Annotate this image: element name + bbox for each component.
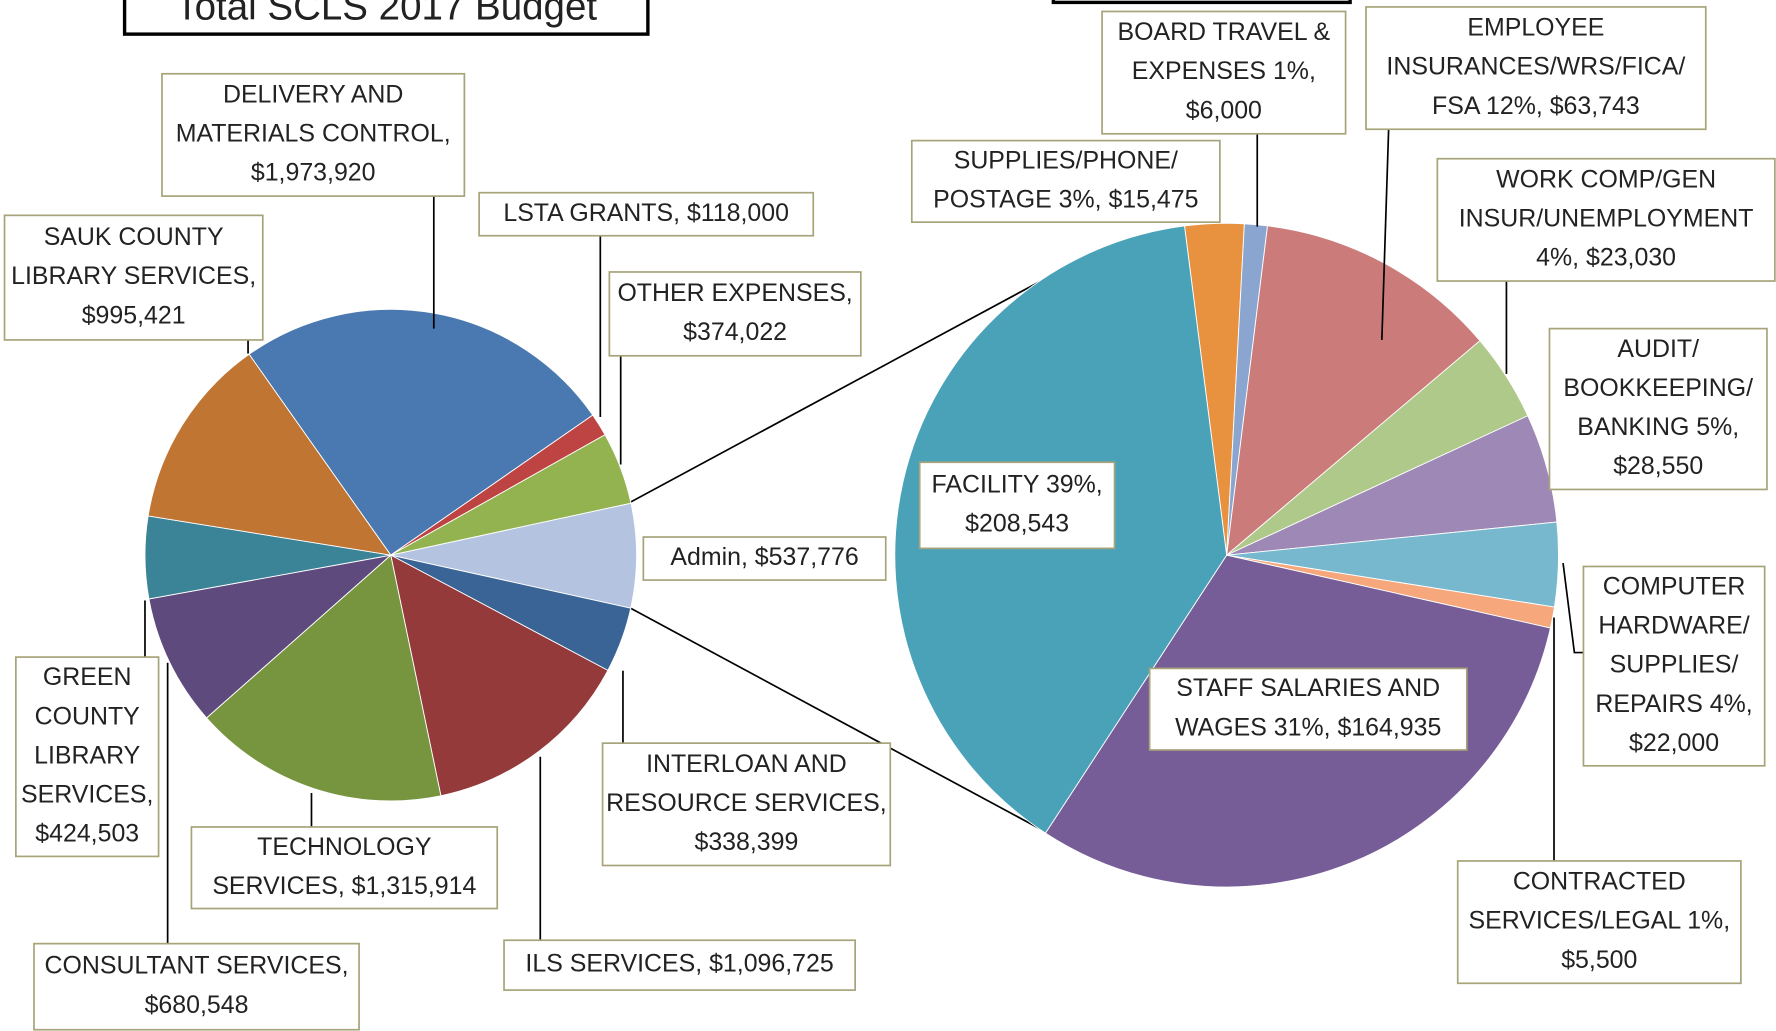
label-box xyxy=(1148,667,1468,751)
data-label: $338,399 xyxy=(694,828,798,856)
data-label: INTERLOAN AND xyxy=(646,750,847,778)
label-box xyxy=(1548,327,1768,491)
data-label: COMPUTER xyxy=(1603,573,1746,601)
data-label: MATERIALS CONTROL, xyxy=(176,120,451,148)
label-box xyxy=(1436,157,1776,282)
data-label: LIBRARY SERVICES, xyxy=(11,262,256,290)
label-box xyxy=(910,139,1221,223)
data-label: $1,973,920 xyxy=(251,159,376,187)
data-label: POSTAGE 3%, $15,475 xyxy=(933,185,1198,213)
chart-title: Total SCLS 2017 Budget xyxy=(175,0,597,28)
label-box xyxy=(15,656,160,858)
subtitle-box xyxy=(1051,0,1352,5)
label-box xyxy=(190,826,499,910)
data-label: INSURANCES/WRS/FICA/ xyxy=(1386,53,1685,81)
label-box xyxy=(1365,6,1707,131)
data-label: $6,000 xyxy=(1186,96,1262,124)
pie-slice xyxy=(390,502,637,609)
data-label: 4%, $23,030 xyxy=(1536,244,1676,272)
label-box xyxy=(1101,10,1347,135)
data-label: BANKING 5%, xyxy=(1577,413,1739,441)
label-box xyxy=(3,214,264,341)
data-label: LIBRARY xyxy=(34,741,141,769)
data-label: WAGES 31%, $164,935 xyxy=(1175,713,1441,741)
data-label: RESOURCE SERVICES, xyxy=(606,789,887,817)
data-label: $28,550 xyxy=(1613,452,1703,480)
label-box xyxy=(503,939,857,991)
data-label: $5,500 xyxy=(1561,946,1637,974)
data-label: LSTA GRANTS, $118,000 xyxy=(503,199,789,227)
data-label: COUNTY xyxy=(35,702,141,730)
label-box xyxy=(608,271,862,357)
label-box xyxy=(1456,860,1742,985)
pie-slice xyxy=(148,554,393,719)
connector xyxy=(630,607,1069,845)
data-label: AUDIT/ xyxy=(1617,335,1699,363)
data-label: BOOKKEEPING/ xyxy=(1563,374,1753,402)
data-label: $995,421 xyxy=(82,301,186,329)
data-label: INSUR/UNEMPLOYMENT xyxy=(1459,204,1754,232)
data-label: CONSULTANT SERVICES, xyxy=(44,952,348,980)
data-label: WORK COMP/GEN xyxy=(1496,165,1716,193)
label-box xyxy=(1582,565,1766,767)
data-label: SAUK COUNTY xyxy=(44,223,224,251)
label-box xyxy=(601,742,892,867)
data-label: HARDWARE/ xyxy=(1598,612,1749,640)
label-box xyxy=(642,536,887,581)
label-box xyxy=(33,942,360,1031)
data-label: SUPPLIES/PHONE/ xyxy=(954,146,1178,174)
data-label: FSA 12%, $63,743 xyxy=(1432,92,1640,120)
data-label: $424,503 xyxy=(35,819,139,847)
data-label: FACILITY 39%, xyxy=(932,470,1103,498)
label-box xyxy=(478,191,815,237)
data-label: GREEN xyxy=(43,663,132,691)
data-label: REPAIRS 4%, xyxy=(1595,690,1752,718)
label-box xyxy=(161,72,466,197)
data-label: BOARD TRAVEL & xyxy=(1117,18,1330,46)
pie-slice xyxy=(147,353,392,556)
pie-slice xyxy=(390,554,609,797)
data-label: $208,543 xyxy=(965,509,1069,537)
data-label: Admin, $537,776 xyxy=(670,543,858,571)
pie-slice xyxy=(205,554,442,802)
data-label: OTHER EXPENSES, xyxy=(617,279,852,307)
data-label: $374,022 xyxy=(683,318,787,346)
data-label: DELIVERY AND xyxy=(223,80,403,108)
data-label: ILS SERVICES, $1,096,725 xyxy=(525,950,833,978)
leader-line xyxy=(1380,129,1390,340)
data-label: TECHNOLOGY xyxy=(257,833,432,861)
data-label: EXPENSES 1%, xyxy=(1132,57,1316,85)
leader-line xyxy=(1562,562,1584,654)
data-label: STAFF SALARIES AND xyxy=(1176,674,1440,702)
data-label: SERVICES, xyxy=(21,780,153,808)
data-label: $680,548 xyxy=(145,991,249,1019)
data-label: CONTRACTED xyxy=(1513,868,1686,896)
data-label: SUPPLIES/ xyxy=(1610,651,1739,679)
connector xyxy=(630,265,1069,503)
title-box xyxy=(122,0,650,36)
data-label: EMPLOYEE xyxy=(1467,14,1604,42)
data-label: $22,000 xyxy=(1629,729,1719,757)
data-label: SERVICES/LEGAL 1%, xyxy=(1468,907,1730,935)
label-box xyxy=(918,461,1116,550)
data-label: SERVICES, $1,315,914 xyxy=(212,872,476,900)
